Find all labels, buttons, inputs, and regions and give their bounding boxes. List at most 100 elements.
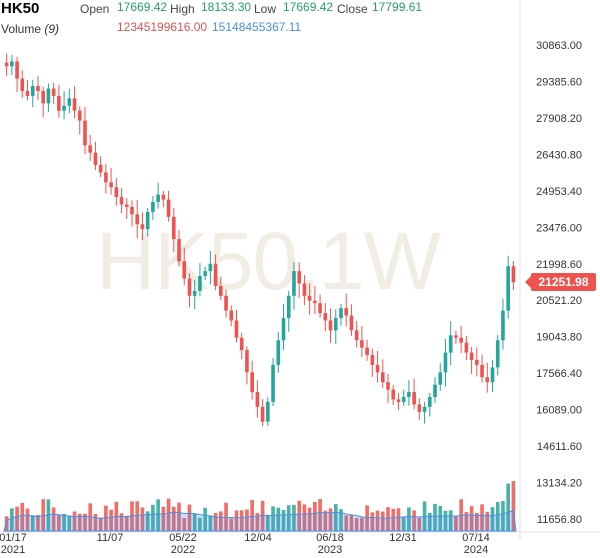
volume-bar — [495, 501, 500, 531]
volume-bar — [318, 499, 322, 531]
close-value: 17799.61 — [372, 0, 423, 14]
volume-bar — [119, 513, 124, 531]
volume-bar — [344, 515, 349, 531]
volume-bar — [276, 507, 281, 531]
volume-bar — [313, 501, 317, 531]
candle — [88, 134, 93, 161]
x-tick-year: 2022 — [171, 544, 195, 556]
volume-bar — [417, 517, 422, 531]
y-tick-label: 26430.80 — [536, 149, 582, 161]
candle — [354, 320, 359, 348]
candle — [219, 276, 223, 301]
candle — [506, 255, 510, 319]
volume-bar — [511, 481, 516, 531]
candle — [396, 392, 401, 411]
candle — [187, 273, 192, 308]
volume-bar — [219, 511, 223, 531]
y-tick-label: 24953.40 — [536, 186, 582, 198]
candle — [62, 91, 66, 120]
volume-bar — [208, 515, 213, 531]
y-tick-label: 30863.00 — [536, 40, 582, 52]
y-tick-label: 23476.00 — [536, 222, 582, 234]
candle — [203, 266, 207, 281]
candle — [469, 347, 474, 374]
volume-bar — [443, 510, 448, 531]
x-tick-year: 2023 — [318, 544, 342, 556]
volume-bar — [328, 508, 333, 531]
candle — [98, 156, 103, 178]
candle — [375, 351, 380, 383]
volume-bar — [433, 503, 437, 531]
candle — [156, 182, 160, 209]
candle — [10, 54, 14, 75]
volume-bar — [271, 506, 275, 531]
volume-bar — [177, 502, 181, 531]
candle — [208, 250, 213, 285]
volume-bar — [396, 508, 401, 531]
x-tick-label: 07/14 — [462, 532, 490, 544]
volume-bar — [234, 510, 239, 531]
candle — [15, 56, 19, 93]
candle — [104, 164, 108, 194]
candle — [313, 286, 317, 314]
candle — [302, 275, 307, 306]
candle — [151, 195, 155, 220]
volume-bar — [506, 483, 510, 531]
volume-bar — [475, 512, 479, 531]
volume-bar — [83, 513, 87, 531]
volume-bar — [4, 516, 9, 531]
volume-bar — [15, 506, 19, 531]
symbol-title: HK50 — [1, 0, 40, 17]
volume-bar — [339, 509, 343, 531]
candle — [433, 377, 437, 404]
volume-ma-value: 15148455367.11 — [212, 20, 302, 34]
volume-bar — [161, 506, 166, 531]
volume-bar — [57, 515, 61, 531]
volume-bar — [360, 517, 364, 531]
x-tick-label: 05/22 — [169, 532, 197, 544]
candle — [266, 397, 270, 427]
x-tick-year: 2024 — [464, 544, 488, 556]
volume-bar — [10, 508, 14, 531]
candle — [511, 260, 516, 291]
candle — [292, 261, 296, 310]
y-tick-label: 19043.80 — [536, 332, 582, 344]
candle — [464, 335, 469, 361]
y-tick-label: 27908.20 — [536, 113, 582, 125]
candle — [77, 106, 82, 135]
volume-bar — [250, 499, 254, 531]
candle — [234, 309, 239, 343]
volume-bar — [386, 507, 390, 531]
candle — [83, 107, 87, 155]
volume-bar — [203, 507, 207, 531]
volume-bar — [93, 514, 98, 531]
volume-bar — [480, 504, 484, 531]
candle — [323, 303, 328, 332]
x-tick-label: 11/07 — [97, 532, 124, 544]
x-tick-label: 12/31 — [389, 532, 417, 544]
candle — [124, 198, 129, 219]
volume-bar — [349, 514, 354, 531]
x-tick-label: 06/18 — [316, 532, 344, 544]
candle — [36, 76, 40, 101]
candle — [130, 200, 134, 227]
candle — [401, 389, 406, 406]
volume-bar — [67, 515, 72, 531]
volume-bar — [98, 517, 103, 531]
candle — [198, 263, 202, 297]
candle — [46, 83, 51, 112]
volume-bar — [51, 507, 56, 531]
volume-bar — [469, 506, 474, 531]
candle — [51, 82, 56, 105]
volume-bar — [323, 510, 328, 531]
candle — [422, 401, 427, 424]
candle — [438, 363, 443, 391]
candle — [72, 86, 77, 119]
volume-bar — [25, 508, 30, 531]
open-value: 17669.42 — [117, 0, 168, 14]
candle — [281, 304, 286, 350]
volume-bar — [307, 507, 312, 531]
candle — [328, 308, 333, 343]
